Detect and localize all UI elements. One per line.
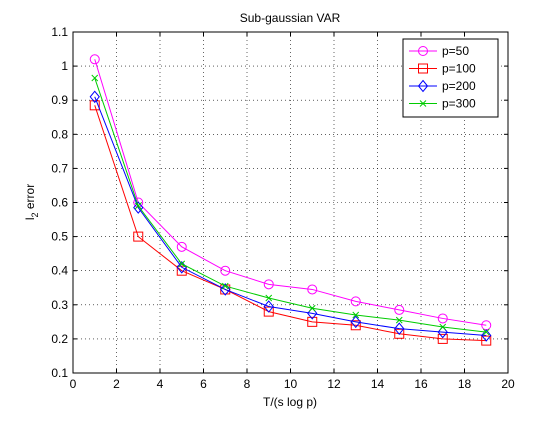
y-tick-label: 0.6	[51, 196, 68, 210]
legend-label: p=200	[442, 79, 476, 93]
data-point	[133, 201, 144, 214]
y-tick-label: 0.2	[51, 332, 68, 346]
series-line	[94, 105, 487, 342]
x-tick-label: 10	[284, 377, 298, 391]
y-tick-label: 1.1	[51, 25, 68, 39]
chart-title: Sub-gaussian VAR	[240, 11, 341, 25]
y-tick-label: 0.1	[51, 366, 68, 380]
legend-entry: p=300	[409, 97, 476, 111]
x-tick-label: 4	[157, 377, 164, 391]
data-point	[263, 300, 274, 313]
y-tick-label: 0.3	[51, 298, 68, 312]
data-point	[176, 265, 187, 276]
x-tick-label: 2	[113, 377, 120, 391]
y-axis-title-subscript: 2	[30, 212, 40, 217]
data-point	[220, 283, 231, 296]
data-point	[307, 307, 318, 320]
data-point	[134, 202, 142, 210]
legend-label: p=50	[442, 44, 469, 58]
data-point	[91, 74, 99, 82]
data-point	[395, 316, 403, 324]
series-group	[89, 54, 492, 346]
data-point	[89, 54, 100, 65]
data-point	[439, 323, 447, 331]
series-line	[94, 96, 487, 336]
legend-entry: p=100	[409, 62, 476, 76]
legend-marker	[418, 63, 428, 74]
data-point	[394, 304, 405, 315]
data-point	[176, 241, 187, 252]
y-tick-label: 0.4	[51, 264, 68, 278]
data-point	[350, 315, 361, 329]
legend: p=50 p=100 p=200 p=300	[402, 38, 499, 118]
x-tick-label: 14	[371, 377, 385, 391]
ticks: 0 2 4 6 8 10 12 14 16 18 20 0.1 0.2 0.3 0.4 0.5 0.6 0.7 0.…	[51, 25, 515, 391]
y-tick-label: 0.9	[51, 93, 68, 107]
y-axis-title-rest: error	[23, 184, 37, 213]
x-tick-label: 0	[70, 377, 77, 391]
legend-label: p=300	[442, 97, 476, 111]
data-point	[437, 333, 448, 344]
y-tick-label: 0.7	[51, 161, 68, 175]
legend-label: p=100	[442, 62, 476, 76]
y-tick-label: 0.5	[51, 230, 68, 244]
series-p-300	[91, 74, 490, 336]
legend-marker	[418, 46, 428, 56]
y-axis-title: l2 error	[23, 184, 40, 220]
data-point	[394, 322, 405, 335]
y-tick-label: 0.8	[51, 127, 68, 141]
x-tick-label: 18	[458, 377, 472, 391]
data-point	[263, 306, 274, 317]
data-point	[263, 279, 274, 290]
data-point	[89, 90, 100, 104]
data-point	[481, 335, 492, 346]
x-tick-label: 16	[414, 377, 428, 391]
series-line	[94, 77, 487, 333]
y-tick-label: 1	[61, 59, 68, 73]
data-point	[178, 260, 186, 268]
data-point	[350, 320, 361, 331]
x-tick-label: 12	[327, 377, 341, 391]
data-point	[308, 304, 316, 312]
data-point	[307, 316, 318, 327]
x-tick-label: 8	[244, 377, 251, 391]
data-point	[394, 328, 405, 339]
data-point	[482, 328, 490, 336]
x-tick-label: 20	[501, 377, 515, 391]
legend-marker	[419, 100, 427, 107]
data-point	[307, 284, 318, 295]
series-line	[94, 59, 487, 326]
data-point	[265, 294, 273, 302]
legend-entry: p=200	[409, 79, 476, 93]
data-point	[220, 265, 231, 276]
y-axis-title-main: l	[23, 218, 37, 221]
data-point	[352, 311, 360, 319]
data-point	[437, 313, 448, 324]
x-axis-title: T/(s log p)	[263, 395, 317, 409]
x-tick-label: 6	[200, 377, 207, 391]
data-point	[481, 329, 492, 342]
data-point	[221, 282, 229, 290]
legend-entry: p=50	[409, 44, 469, 58]
data-point	[133, 231, 144, 242]
data-point	[350, 296, 361, 307]
data-point	[89, 100, 100, 111]
legend-marker	[417, 79, 429, 93]
data-point	[437, 325, 448, 339]
